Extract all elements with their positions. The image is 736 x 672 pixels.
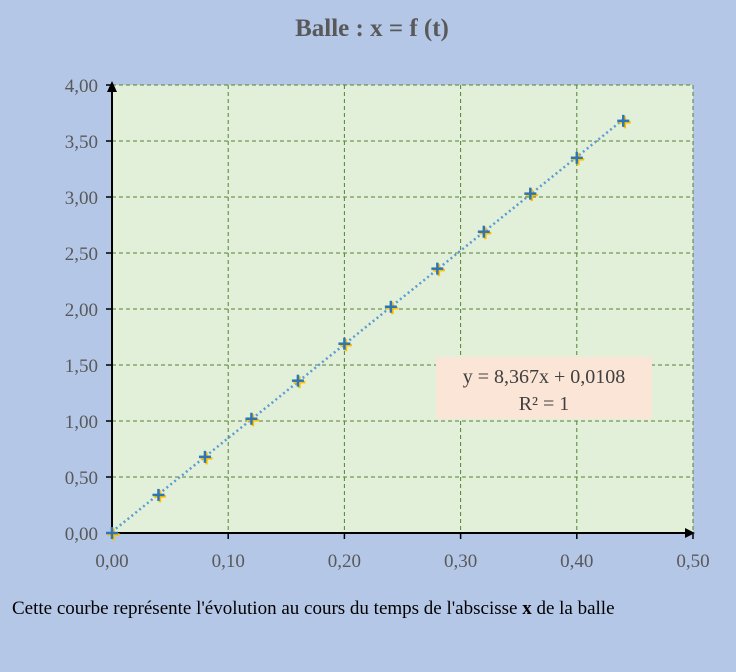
chart: Balle : x = f (t) 0,00 0,10 0,20 0,30 0,40 0,… xyxy=(65,15,710,572)
x-tick-label: 0,30 xyxy=(444,551,477,572)
data-point xyxy=(570,151,585,166)
caption-bold: x xyxy=(522,598,532,619)
tick-labels: 0,00 0,10 0,20 0,30 0,40 0,50 0,00 0,50 1,00 1,50… xyxy=(65,76,710,572)
x-tick-label: 0,10 xyxy=(212,551,245,572)
y-tick-label: 3,00 xyxy=(65,188,98,209)
x-tick-label: 0,00 xyxy=(95,551,128,572)
data-point xyxy=(617,114,631,129)
y-tick-label: 4,00 xyxy=(65,76,98,97)
y-tick-label: 2,50 xyxy=(65,244,98,265)
data-point xyxy=(291,374,306,389)
data-points xyxy=(106,114,631,541)
x-axis-arrow xyxy=(685,528,695,538)
x-tick-label: 0,20 xyxy=(328,551,361,572)
data-point xyxy=(152,488,166,503)
grid xyxy=(112,84,694,533)
y-tick-label: 2,00 xyxy=(65,300,98,321)
y-tick-label: 1,50 xyxy=(65,356,98,377)
y-tick-label: 0,50 xyxy=(65,468,98,489)
trendline-r2: R² = 1 xyxy=(519,393,570,415)
y-tick-label: 1,00 xyxy=(65,412,98,433)
trendline-label: y = 8,367x + 0,0108 R² = 1 xyxy=(436,357,652,419)
trendline-equation: y = 8,367x + 0,0108 xyxy=(463,366,626,388)
chart-title: Balle : x = f (t) xyxy=(295,15,449,42)
data-point xyxy=(198,450,213,465)
caption: Cette courbe représente l'évolution au c… xyxy=(12,596,728,622)
data-point xyxy=(245,412,259,427)
data-point xyxy=(477,225,492,240)
x-tick-label: 0,40 xyxy=(560,551,593,572)
data-point xyxy=(384,300,399,315)
data-point xyxy=(431,262,445,277)
x-tick-label: 0,50 xyxy=(676,551,709,572)
y-axis-arrow xyxy=(107,81,117,92)
data-point xyxy=(106,527,120,541)
data-point xyxy=(338,337,352,352)
caption-end: de la balle xyxy=(531,598,615,619)
data-point xyxy=(524,187,538,202)
caption-text: Cette courbe représente l'évolution au c… xyxy=(12,598,523,619)
y-tick-label: 0,00 xyxy=(65,524,98,545)
trendline-label-box xyxy=(436,357,652,419)
y-tick-label: 3,50 xyxy=(65,132,98,153)
